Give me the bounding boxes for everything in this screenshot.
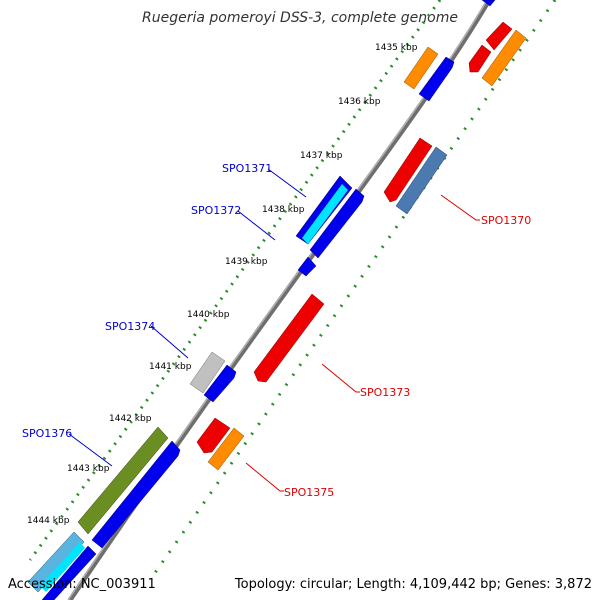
accession-prefix: Accession:	[8, 577, 81, 592]
gene-label-spo1374[interactable]: SPO1374	[105, 320, 155, 333]
tick-label-1442: 1442 kbp	[109, 414, 152, 424]
tick-label-1435: 1435 kbp	[375, 43, 418, 53]
gene-label-spo1373[interactable]: SPO1373	[360, 386, 410, 399]
tick-labels: 1435 kbp 1436 kbp 1437 kbp 1438 kbp 1439…	[27, 43, 418, 526]
gene-label-spo1371[interactable]: SPO1371	[222, 162, 272, 175]
gene-feature-blue-1441[interactable]	[203, 364, 237, 403]
tick-label-1438: 1438 kbp	[262, 205, 305, 215]
gene-feature-spo1370-red[interactable]	[383, 137, 433, 203]
gene-feature-spo1376[interactable]	[77, 426, 169, 535]
gene-feature-spo1375[interactable]	[207, 427, 245, 471]
gene-feature-blue-small[interactable]	[297, 256, 317, 277]
gene-labels: SPO1371 SPO1372 SPO1374 SPO1376 SPO1370 …	[22, 162, 531, 499]
gene-feature-red-top-2[interactable]	[468, 44, 492, 73]
tick-label-1443: 1443 kbp	[67, 464, 110, 474]
gene-feature-spo1375-red[interactable]	[196, 417, 231, 454]
gene-label-spo1370[interactable]: SPO1370	[481, 214, 531, 227]
gene-features	[27, 0, 527, 600]
tick-label-1440: 1440 kbp	[187, 310, 230, 320]
gene-label-spo1372[interactable]: SPO1372	[191, 204, 241, 217]
gene-feature-spo1373[interactable]	[253, 293, 325, 383]
gene-feature-cyan-bottom[interactable]	[40, 542, 85, 592]
map-title: Ruegeria pomeroyi DSS-3, complete genome	[142, 10, 458, 26]
tick-label-1439: 1439 kbp	[225, 257, 268, 267]
tick-label-1437: 1437 kbp	[300, 151, 343, 161]
tick-label-1444: 1444 kbp	[27, 516, 70, 526]
gene-feature-blue-1435[interactable]	[418, 56, 455, 102]
gene-feature-spo1374[interactable]	[189, 351, 226, 394]
tick-label-1436: 1436 kbp	[338, 97, 381, 107]
gene-feature-orange-1435[interactable]	[403, 46, 439, 90]
gene-feature-blue-top[interactable]	[481, 0, 496, 7]
gene-feature-spo1372[interactable]	[309, 188, 365, 259]
gene-label-spo1375[interactable]: SPO1375	[284, 486, 334, 499]
gene-feature-lightblue-bottom[interactable]	[27, 531, 85, 593]
label-leader-lines	[68, 168, 480, 492]
topology-caption: Topology: circular; Length: 4,109,442 bp…	[234, 577, 592, 592]
outer-dotted-ring	[28, 0, 442, 561]
gene-feature-spo1370[interactable]	[395, 146, 448, 215]
gene-label-spo1376[interactable]: SPO1376	[22, 427, 72, 440]
tick-label-1441: 1441 kbp	[149, 362, 192, 372]
inner-dotted-ring	[148, 0, 557, 581]
accession-number: NC_003911	[80, 577, 156, 592]
gene-feature-orange-top[interactable]	[481, 29, 527, 87]
gene-feature-blue-1443[interactable]	[91, 440, 181, 549]
gene-feature-blue-bottom[interactable]	[41, 545, 97, 600]
gene-feature-spo1371-cyan[interactable]	[302, 184, 348, 244]
accession-caption: Accession: NC_003911	[8, 577, 156, 592]
gene-feature-red-top-1[interactable]	[485, 21, 513, 51]
